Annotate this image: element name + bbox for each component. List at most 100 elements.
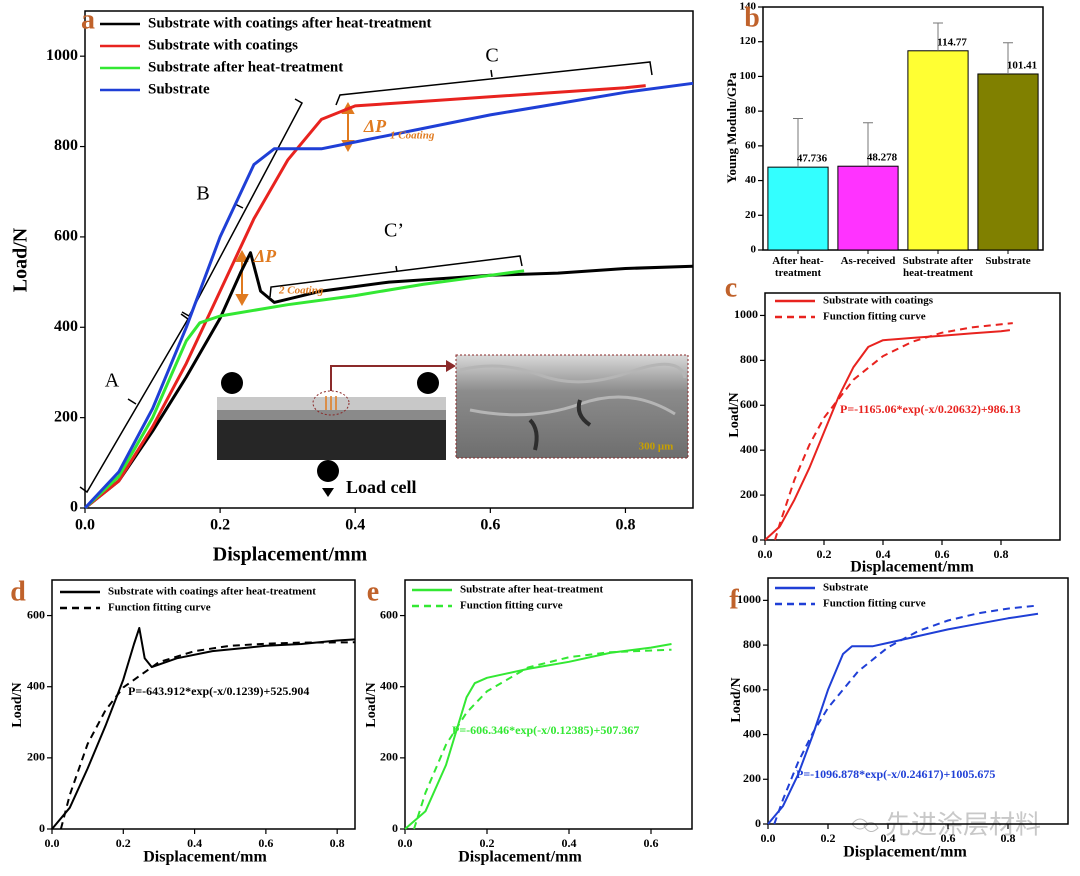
y-tick-label: 200 — [380, 750, 398, 764]
y-tick-label: 40 — [745, 174, 757, 186]
legend-label: Substrate with coatings — [823, 295, 934, 307]
y-axis-label: Load/N — [10, 682, 25, 727]
x-tick-label: Substrate — [985, 255, 1031, 267]
value-label: 114.77 — [937, 36, 967, 48]
y-axis-label: Load/N — [727, 392, 742, 437]
error-bar — [1003, 42, 1013, 74]
watermark-icon — [851, 818, 879, 832]
annotation: 1 Coating — [390, 130, 435, 142]
y-tick-label: 600 — [380, 607, 398, 621]
panel-label: b — [744, 2, 760, 33]
series-line — [767, 612, 1039, 825]
panel-label: f — [729, 584, 739, 615]
schematic — [217, 354, 689, 497]
x-tick-label: 0.4 — [562, 836, 577, 850]
plot-frame — [762, 6, 1044, 251]
annotation: A — [105, 370, 120, 392]
y-tick-label: 800 — [54, 137, 78, 154]
error-bar — [863, 122, 873, 167]
series-line — [84, 84, 646, 510]
x-tick-label: 0.8 — [330, 836, 345, 850]
y-tick-label: 0 — [755, 816, 761, 830]
y-tick-label: 20 — [745, 209, 757, 221]
x-axis-label: Displacement/mm — [843, 844, 967, 861]
y-tick-label: 400 — [380, 678, 398, 692]
y-tick-label: 600 — [27, 607, 45, 621]
y-tick-label: 0 — [751, 244, 757, 256]
y-axis-label: Load/N — [729, 677, 744, 722]
plot-frame — [84, 10, 694, 509]
x-axis-label: Displacement/mm — [458, 849, 582, 866]
annotation: Load cell — [346, 477, 417, 497]
y-tick-label: 200 — [743, 771, 761, 785]
watermark: 先进涂层材料 — [885, 811, 1041, 841]
x-tick-label: 0.2 — [821, 831, 836, 845]
y-axis-label: Young Modulu/GPa — [724, 72, 739, 183]
x-tick-label: 0.4 — [345, 516, 365, 533]
legend-label: Function fitting curve — [823, 311, 926, 323]
y-tick-label: 0 — [752, 532, 758, 546]
x-tick-label: 0.4 — [881, 831, 896, 845]
y-tick-label: 0 — [392, 821, 398, 835]
x-tick-label: 0.8 — [994, 547, 1009, 561]
series-line — [59, 641, 356, 830]
annotation: C’ — [384, 220, 404, 242]
y-tick-label: 0 — [39, 821, 45, 835]
legend-label: Substrate — [823, 582, 868, 594]
annotation: C — [485, 45, 498, 67]
legend-label: Substrate with coatings after heat-treat… — [148, 15, 432, 31]
x-tick-label: 0.0 — [758, 547, 773, 561]
legend-label: Substrate after heat-treatment — [460, 584, 603, 596]
y-tick-label: 60 — [745, 139, 757, 151]
y-tick-label: 200 — [740, 487, 758, 501]
x-tick-label: 0.0 — [398, 836, 413, 850]
plot-frame — [404, 579, 693, 830]
y-tick-label: 400 — [27, 678, 45, 692]
x-tick-label: 0.6 — [258, 836, 273, 850]
x-tick-label: 0.2 — [210, 516, 230, 533]
legend-label: Function fitting curve — [108, 602, 211, 614]
bar — [977, 73, 1039, 251]
fit-equation: P=-1165.06*exp(-x/0.20632)+986.13 — [840, 402, 1021, 416]
y-axis-label: Load/N — [10, 227, 32, 292]
x-tick-label: 0.6 — [941, 831, 956, 845]
brackets — [79, 61, 653, 494]
y-tick-label: 80 — [745, 105, 757, 117]
annotation: ΔP — [363, 116, 387, 136]
legend-label: Substrate with coatings — [148, 37, 298, 53]
series-line — [413, 648, 672, 830]
y-tick-label: 1000 — [46, 47, 78, 64]
x-axis-label: Displacement/mm — [143, 849, 267, 866]
series-line — [774, 322, 1013, 541]
x-tick-label: 0.6 — [644, 836, 659, 850]
annotation: B — [196, 183, 209, 205]
panel-label: e — [367, 576, 379, 607]
plot-frame — [767, 577, 1069, 825]
panel-label: c — [725, 272, 737, 303]
series-line — [84, 251, 694, 510]
series-line — [764, 329, 1011, 541]
annotation: ΔP — [253, 246, 277, 266]
series-line — [51, 627, 356, 830]
y-tick-label: 600 — [740, 397, 758, 411]
x-axis-label: Displacement/mm — [850, 559, 974, 576]
x-tick-label: 0.8 — [615, 516, 635, 533]
x-axis-label: Displacement/mm — [213, 544, 368, 566]
x-tick-label: 0.0 — [75, 516, 95, 533]
y-tick-label: 1000 — [734, 307, 758, 321]
legend-label: Function fitting curve — [823, 598, 926, 610]
plot-frame — [51, 579, 356, 830]
x-tick-label: 0.4 — [876, 547, 891, 561]
annotation: 2 Coating — [278, 285, 324, 297]
fit-equation: P=-1096.878*exp(-x/0.24617)+1005.675 — [796, 767, 995, 781]
x-tick-label: 0.4 — [187, 836, 202, 850]
error-bar — [793, 118, 803, 168]
y-tick-label: 200 — [54, 408, 78, 425]
x-tick-label: Substrate after heat-treatment — [902, 255, 974, 279]
legend-label: Substrate after heat-treatment — [148, 59, 343, 75]
x-tick-label: 0.6 — [935, 547, 950, 561]
y-tick-label: 600 — [743, 682, 761, 696]
series-line — [773, 604, 1039, 825]
y-tick-label: 140 — [740, 1, 757, 13]
